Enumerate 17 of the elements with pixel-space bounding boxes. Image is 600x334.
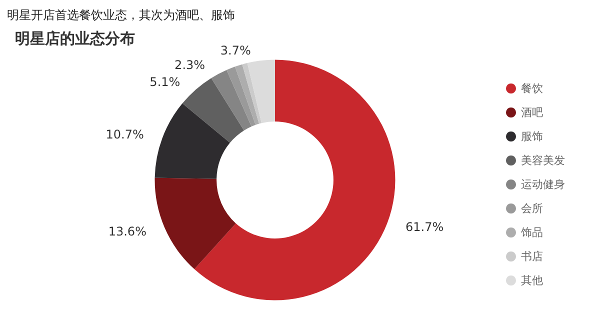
- data-label: 2.3%: [174, 58, 206, 72]
- legend-label: 会所: [521, 202, 543, 215]
- legend-label: 饰品: [520, 226, 543, 239]
- data-label: 3.7%: [220, 44, 251, 58]
- legend-label: 其他: [521, 274, 543, 287]
- legend-label: 美容美发: [521, 154, 565, 167]
- legend-label: 酒吧: [521, 106, 543, 119]
- data-label: 13.6%: [108, 224, 146, 239]
- legend-label: 书店: [521, 250, 543, 263]
- chart-subtitle: 明星店的业态分布: [15, 30, 135, 48]
- legend-label: 服饰: [521, 130, 543, 143]
- legend-label: 餐饮: [521, 82, 543, 95]
- data-label: 10.7%: [106, 128, 144, 142]
- chart-title: 明星开店首选餐饮业态，其次为酒吧、服饰: [7, 8, 235, 22]
- data-label: 5.1%: [150, 75, 180, 90]
- legend-label: 运动健身: [521, 178, 565, 191]
- data-label: 61.7%: [406, 220, 444, 234]
